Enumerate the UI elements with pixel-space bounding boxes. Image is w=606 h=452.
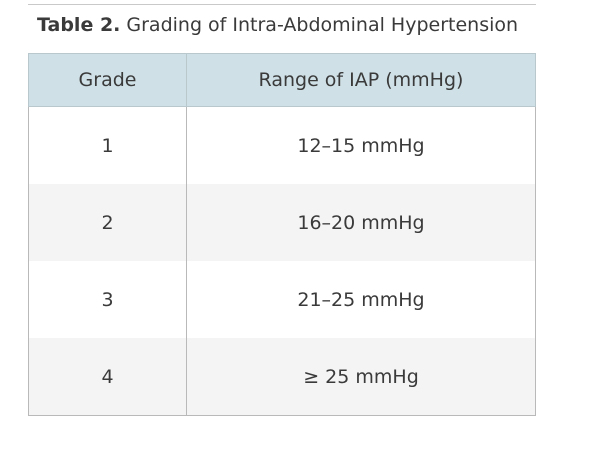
- range-cell: 21–25 mmHg: [186, 261, 536, 338]
- table-caption: Table 2. Grading of Intra-Abdominal Hyper…: [37, 12, 518, 38]
- table-header-row: Grade Range of IAP (mmHg): [28, 53, 536, 107]
- caption-label: Table 2.: [37, 14, 121, 36]
- table-row: 4 ≥ 25 mmHg: [28, 338, 536, 416]
- table-row: 3 21–25 mmHg: [28, 261, 536, 338]
- grade-cell: 4: [28, 338, 187, 416]
- grade-cell: 1: [28, 106, 187, 184]
- table-row: 1 12–15 mmHg: [28, 106, 536, 184]
- range-cell: ≥ 25 mmHg: [186, 338, 536, 416]
- grade-cell: 2: [28, 184, 187, 261]
- header-grade: Grade: [28, 53, 187, 107]
- header-range: Range of IAP (mmHg): [186, 53, 536, 107]
- range-cell: 12–15 mmHg: [186, 106, 536, 184]
- grading-table: Grade Range of IAP (mmHg) 1 12–15 mmHg 2…: [28, 53, 536, 416]
- top-divider: [28, 4, 536, 5]
- grade-cell: 3: [28, 261, 187, 338]
- caption-title: Grading of Intra-Abdominal Hypertension: [126, 14, 519, 36]
- table-row: 2 16–20 mmHg: [28, 184, 536, 261]
- range-cell: 16–20 mmHg: [186, 184, 536, 261]
